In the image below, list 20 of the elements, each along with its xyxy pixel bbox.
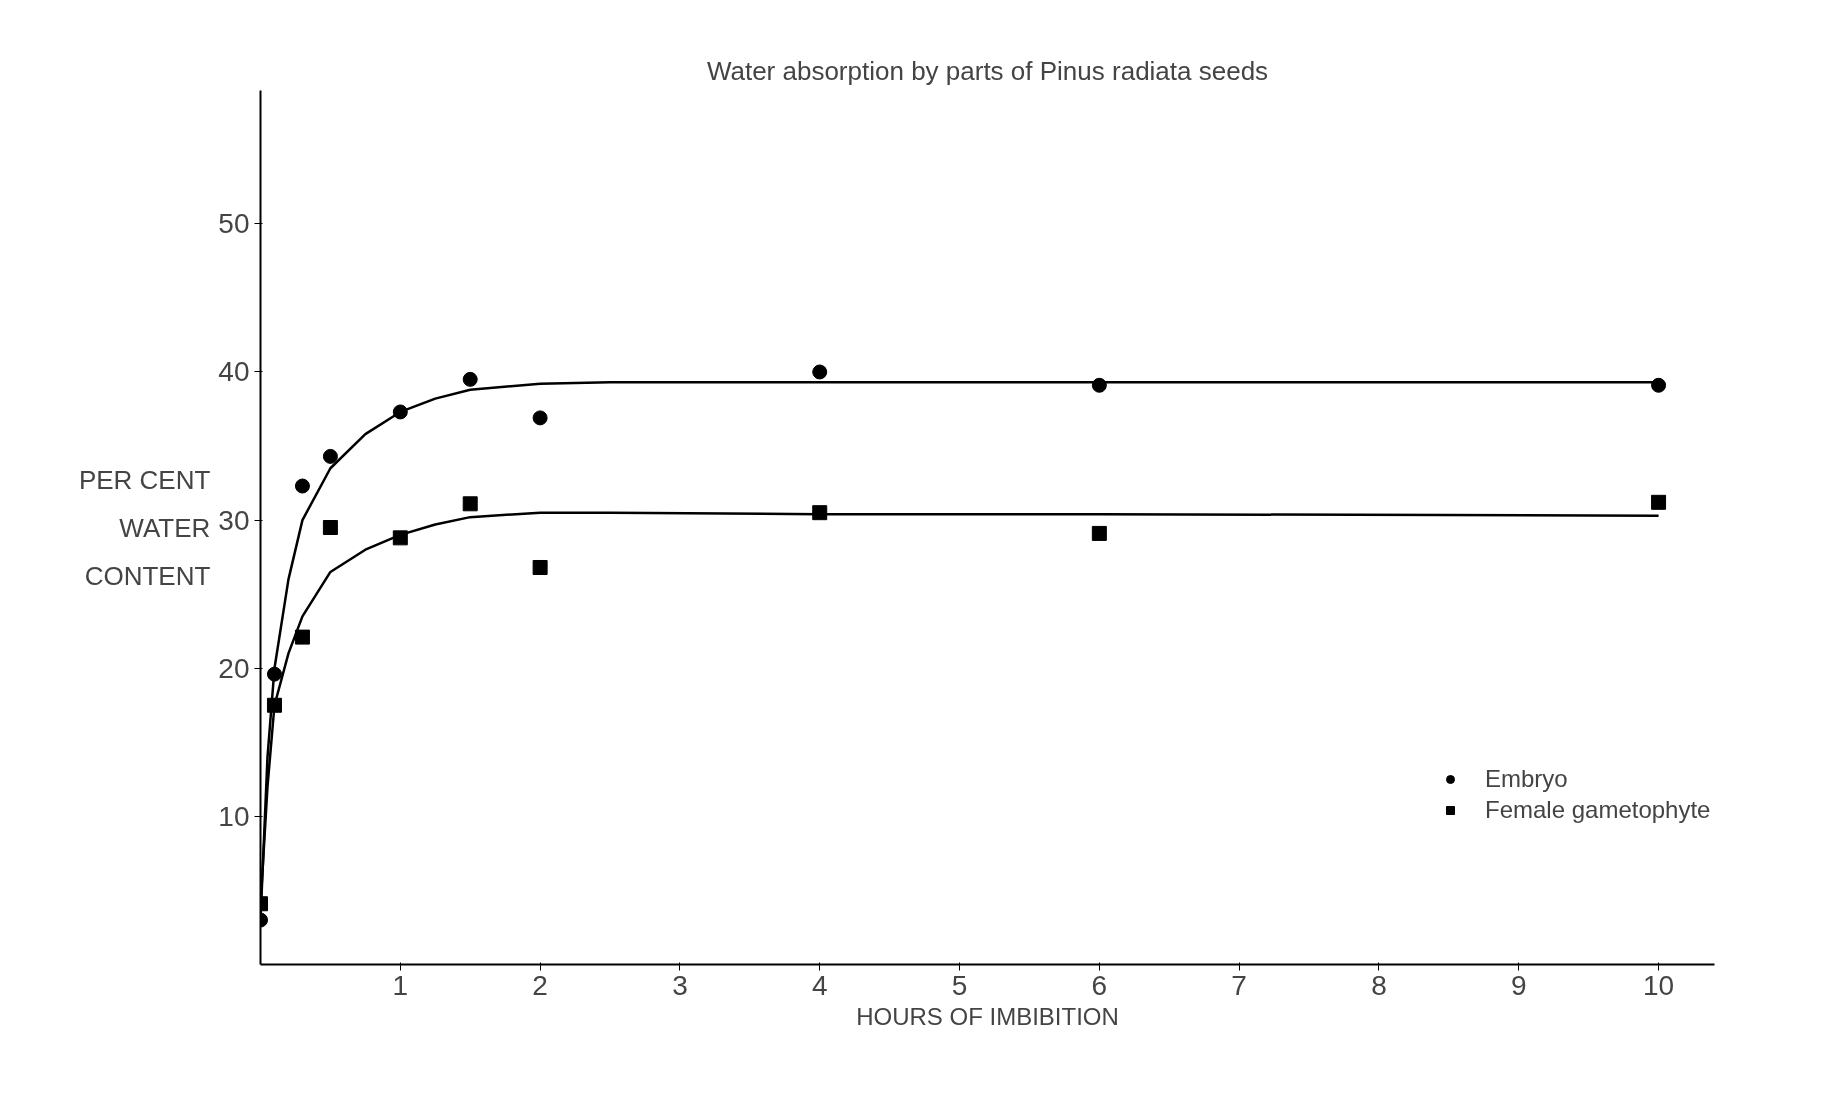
x-tick-label: 7 <box>1231 969 1247 1001</box>
x-tick-label: 3 <box>672 969 688 1001</box>
y-tick-label: 50 <box>218 208 250 240</box>
y-tick-label: 40 <box>218 356 250 388</box>
x-tick-label: 10 <box>1643 969 1675 1001</box>
y-tick-label: 10 <box>218 800 250 832</box>
x-tick-label: 5 <box>951 969 968 1001</box>
y-tick-label: 20 <box>218 652 250 684</box>
x-tick-label: 2 <box>532 969 548 1001</box>
x-tick-label: 4 <box>811 969 828 1001</box>
y-axis-title: PER CENT WATER CONTENT <box>78 464 211 591</box>
legend-label: Embryo <box>1485 765 1568 793</box>
x-tick-label: 1 <box>392 969 409 1001</box>
x-tick-label: 9 <box>1510 969 1527 1001</box>
x-tick-label: 6 <box>1091 969 1108 1001</box>
y-tick-label: 30 <box>218 504 250 536</box>
chart-title: Water absorption by parts of Pinus radiata seeds <box>706 55 1269 86</box>
legend-label: Female gametophyte <box>1485 796 1711 824</box>
x-tick-label: 8 <box>1371 969 1387 1001</box>
x-axis-title: HOURS OF IMBIBITION <box>856 1002 1119 1030</box>
